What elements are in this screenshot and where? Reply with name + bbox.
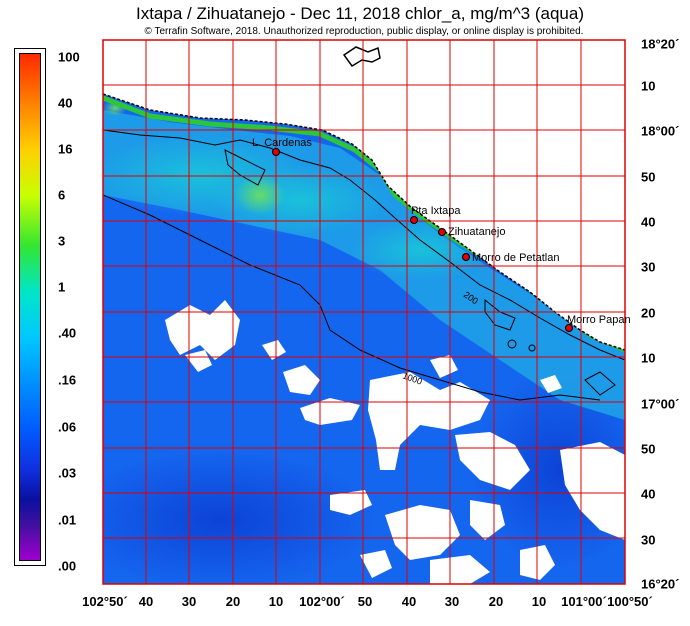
colorbar-gradient bbox=[19, 53, 41, 561]
colorbar bbox=[14, 48, 46, 566]
latitude-tick: 50 bbox=[641, 441, 656, 457]
lagoon-outline bbox=[342, 46, 381, 67]
longitude-tick: 10 bbox=[531, 594, 547, 609]
coastline bbox=[103, 93, 625, 351]
colorbar-label: .06 bbox=[58, 419, 77, 435]
copyright-notice: © Terrafin Software, 2018. Unauthorized … bbox=[144, 26, 584, 37]
colorbar-label: 40 bbox=[58, 95, 73, 111]
longitude-tick: 40 bbox=[401, 594, 417, 609]
colorbar-label: .00 bbox=[58, 558, 77, 574]
place-label: Morro Papan bbox=[567, 314, 631, 326]
colorbar-label: 16 bbox=[58, 141, 73, 157]
longitude-tick: 102°50´ bbox=[82, 594, 128, 609]
place-label: Morro de Petatlan bbox=[472, 252, 559, 264]
latitude-tick: 40 bbox=[641, 214, 656, 230]
colorbar-label: 1 bbox=[58, 279, 66, 295]
longitude-tick: 30 bbox=[444, 594, 460, 609]
latitude-tick: 10 bbox=[641, 350, 656, 366]
contour-1000m bbox=[103, 194, 601, 401]
place-label: Pta Ixtapa bbox=[411, 205, 461, 217]
colorbar-label: .40 bbox=[58, 325, 77, 341]
contour-loop bbox=[584, 371, 616, 396]
place-marker bbox=[565, 324, 573, 332]
place-marker bbox=[438, 228, 446, 236]
longitude-tick: 101°00´ bbox=[561, 594, 607, 609]
colorbar-label: .03 bbox=[58, 465, 77, 481]
longitude-tick: 100°50´ bbox=[607, 594, 653, 609]
place-marker bbox=[410, 216, 418, 224]
longitude-tick: 50 bbox=[357, 594, 373, 609]
lat-lon-grid bbox=[103, 40, 625, 584]
longitude-tick: 20 bbox=[225, 594, 241, 609]
longitude-tick: 10 bbox=[268, 594, 284, 609]
ocean-deep-region bbox=[103, 450, 380, 584]
ocean-deep-region bbox=[470, 370, 625, 570]
contour-200m bbox=[103, 129, 625, 361]
longitude-tick: 30 bbox=[181, 594, 197, 609]
latitude-tick: 20 bbox=[641, 305, 656, 321]
map-border bbox=[102, 39, 626, 585]
map-title: Ixtapa / Zihuatanejo - Dec 11, 2018 chlo… bbox=[135, 4, 585, 23]
latitude-tick: 40 bbox=[641, 486, 656, 502]
seamount-contour bbox=[528, 344, 536, 352]
latitude-tick: 16°20´ bbox=[641, 576, 680, 592]
chlorophyll-high-patch bbox=[235, 175, 285, 215]
seamount-contour bbox=[507, 339, 517, 349]
place-markers bbox=[272, 148, 573, 332]
latitude-tick: 10 bbox=[641, 78, 656, 94]
longitude-tick: 20 bbox=[488, 594, 504, 609]
contour-200m-loop bbox=[224, 149, 266, 186]
latitude-tick: 17°00´ bbox=[641, 396, 680, 412]
cloud-cover bbox=[165, 300, 625, 584]
latitude-tick: 30 bbox=[641, 532, 656, 548]
latitude-tick: 18°20´ bbox=[641, 36, 680, 52]
colorbar-label: 6 bbox=[58, 187, 66, 203]
longitude-tick: 102°00´ bbox=[299, 594, 345, 609]
map-frame bbox=[103, 40, 625, 584]
colorbar-label: .01 bbox=[58, 512, 77, 528]
latitude-tick: 50 bbox=[641, 169, 656, 185]
colorbar-label: .16 bbox=[58, 372, 77, 388]
colorbar-label: 3 bbox=[58, 233, 66, 249]
place-label: L. Cardenas bbox=[252, 137, 312, 149]
place-marker bbox=[272, 148, 280, 156]
latitude-tick: 30 bbox=[641, 259, 656, 275]
place-label: Zihuatanejo bbox=[448, 226, 506, 238]
latitude-tick: 18°00´ bbox=[641, 123, 680, 139]
longitude-tick: 40 bbox=[138, 594, 154, 609]
colorbar-label: 100 bbox=[58, 49, 80, 65]
place-marker bbox=[462, 253, 470, 261]
